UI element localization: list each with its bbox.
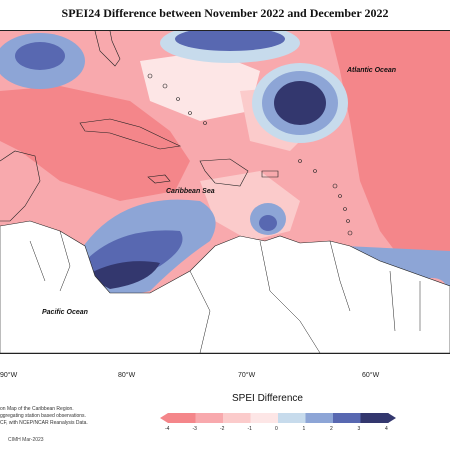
field-pos-small-core (259, 215, 277, 231)
land-bahamas (147, 73, 207, 125)
land-hispaniola (199, 158, 249, 187)
colorbar (160, 413, 396, 423)
lon-90w: 90°W (0, 372, 18, 379)
credit-line-3: CF, with NCEP/NCAR Reanalysis Data. (0, 420, 88, 426)
land-puerto-rico (261, 170, 279, 178)
colorbar-cell (305, 413, 334, 423)
lon-80w: 80°W (118, 372, 136, 379)
map-title: SPEI24 Difference between November 2022 … (61, 6, 389, 20)
colorbar-tick: 2 (330, 426, 333, 432)
lon-60w: 60°W (362, 372, 380, 379)
colorbar-tick: 0 (275, 426, 278, 432)
field-neg-gulf (0, 86, 190, 201)
land-yucatan (0, 150, 41, 222)
colorbar-tick: -3 (192, 426, 197, 432)
field-neg-east (330, 31, 450, 281)
spei-map: Atlantic Ocean Caribbean Sea Pacific Oce… (0, 30, 450, 354)
credit-line-2: ggregating station based observations. (0, 413, 86, 419)
label-caribbean: Caribbean Sea (166, 188, 215, 195)
colorbar-tick: 4 (385, 426, 388, 432)
label-pacific: Pacific Ocean (42, 309, 88, 316)
land-cuba (79, 118, 182, 150)
colorbar-cell (278, 413, 306, 423)
colorbar-tick: 1 (302, 426, 306, 432)
colorbar-cell (360, 413, 389, 423)
field-pos-n-core (175, 31, 285, 51)
land-florida (94, 31, 121, 67)
colorbar-cell (223, 413, 251, 423)
credit-line-1: on Map of the Caribbean Region. (0, 406, 74, 412)
stamp: CIMH Mar-2023 (8, 437, 44, 443)
land-americas (0, 220, 450, 353)
field-pos-center-core (274, 81, 326, 125)
colorbar-tick: -4 (165, 426, 170, 432)
colorbar-cell (333, 413, 361, 423)
colorbar-cell (250, 413, 279, 423)
label-atlantic: Atlantic Ocean (347, 67, 397, 74)
colorbar-cell (168, 413, 196, 423)
land-borders (29, 230, 421, 353)
colorbar-tick: -1 (247, 426, 252, 432)
colorbar-tick: -2 (220, 426, 225, 432)
colorbar-arrow-right (388, 413, 396, 423)
field-neutral-north (140, 51, 260, 121)
colorbar-arrow-left (160, 413, 168, 423)
field-pos-nw-core (15, 42, 65, 70)
map-canvas (0, 31, 450, 353)
lon-70w: 70°W (238, 372, 256, 379)
land-lesser-antilles (298, 159, 353, 236)
colorbar-title: SPEI Difference (232, 393, 303, 404)
land-jamaica (147, 174, 171, 184)
colorbar-tick: 3 (357, 426, 361, 432)
field-pos-sw-core (85, 261, 160, 289)
colorbar-cell (195, 413, 224, 423)
